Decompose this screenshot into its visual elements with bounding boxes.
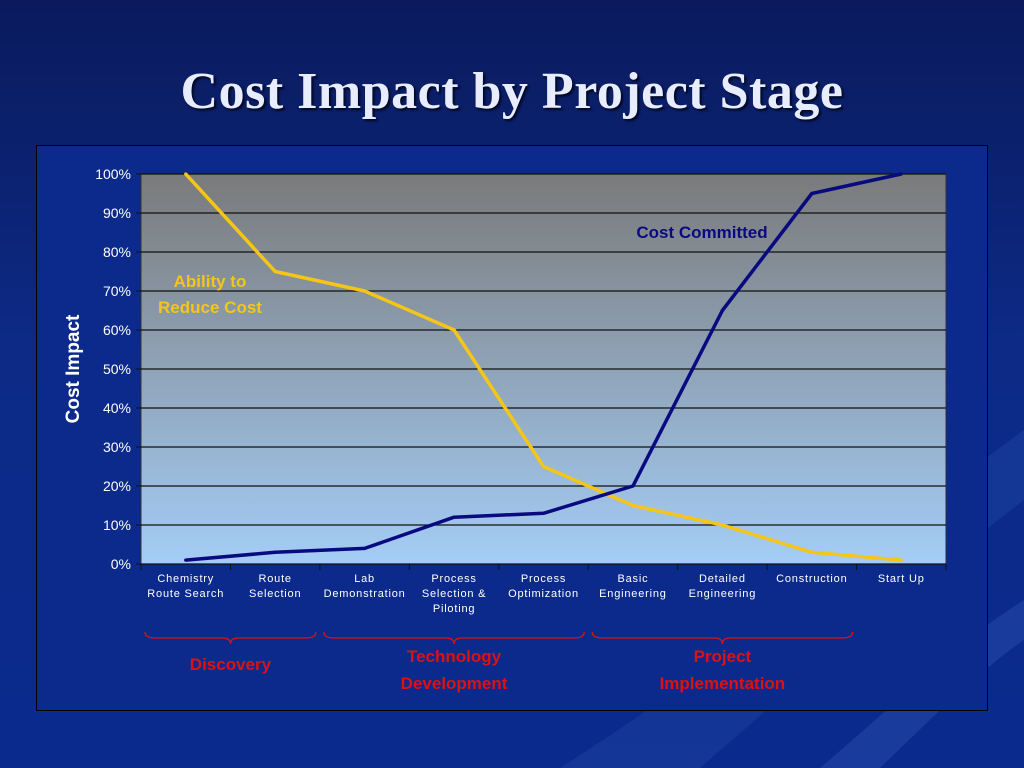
data-point [184,172,188,176]
y-tick-label: 0% [111,556,131,572]
y-axis-label: Cost Impact [63,314,84,423]
data-point [810,550,814,554]
slide-title: Cost Impact by Project Stage [180,63,844,120]
data-point [899,172,903,176]
y-tick-label: 30% [103,439,131,455]
data-point [541,464,546,469]
data-point [273,550,277,554]
data-point [273,269,277,274]
x-tick-labels: Chemistry Route Search Route Selection Lab De… [147,573,924,615]
group-brace [144,631,317,645]
data-point [810,191,814,196]
y-tick-label: 40% [103,400,131,416]
stage-groups: Discovery Technology Development Project Imp… [144,631,854,693]
data-point [452,515,456,519]
y-tick-label: 20% [103,478,131,494]
group-label: Technology Development [401,647,508,693]
series-label: Ability to Reduce Cost [158,272,262,317]
x-tick-label: Detailed Engineering [689,573,757,600]
y-tick-label: 100% [95,166,131,182]
x-tick-label: Chemistry Route Search [147,573,224,600]
data-point [720,308,724,313]
y-tick-label: 10% [103,517,131,533]
data-point [363,289,367,293]
cost-impact-chart: 0% 10% 20% 30% 40% 50% 60% 70% 80% 90% 100% Chemis… [63,166,947,693]
data-point [720,523,724,527]
data-point [452,328,456,332]
series-label: Cost Committed [636,223,767,242]
group-label: Discovery [190,655,272,674]
group-brace [323,631,585,645]
y-tick-label: 70% [103,283,131,299]
chart-panel: 0% 10% 20% 30% 40% 50% 60% 70% 80% 90% 100% Chemis… [36,145,988,711]
x-tick-label: Lab Demonstration [324,573,406,600]
y-tick-labels: 0% 10% 20% 30% 40% 50% 60% 70% 80% 90% 100% [95,166,131,572]
y-tick-label: 60% [103,322,131,338]
data-point [363,546,367,550]
y-tick-label: 80% [103,244,131,260]
x-tick-label: Process Optimization [508,573,579,600]
x-tick-label: Route Selection [249,573,301,600]
y-tick-label: 50% [103,361,131,377]
data-point [541,511,546,515]
x-tick-label: Basic Engineering [599,573,667,600]
x-tick-label: Construction [776,573,847,585]
data-point [631,503,635,508]
series-labels: Ability to Reduce Cost Cost Committed [158,223,768,317]
x-tick-label: Process Selection & Piloting [422,573,486,615]
data-point [184,558,188,562]
data-point [899,558,903,562]
gridlines [136,173,947,570]
x-tick-label: Start Up [878,573,925,585]
group-brace [591,631,854,645]
y-tick-label: 90% [103,205,131,221]
series-lines [184,172,903,562]
data-point [631,484,635,488]
group-label: Project Implementation [660,647,786,693]
